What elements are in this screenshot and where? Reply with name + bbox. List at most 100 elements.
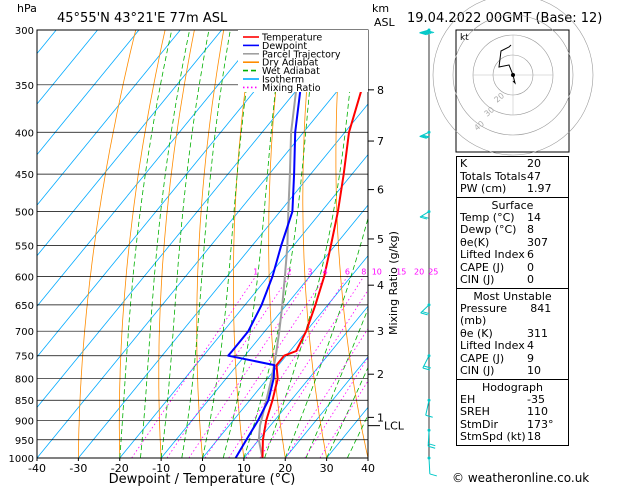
mixing-ratio-label: 1 — [253, 267, 258, 276]
most-unstable-value: 311 — [527, 326, 548, 340]
index-value: 20 — [527, 157, 541, 170]
km-tick-label: 1 — [377, 411, 384, 424]
pressure-tick-label: 300 — [15, 26, 34, 37]
legend-label: Temperature — [261, 33, 322, 44]
isotherm-line — [37, 30, 181, 206]
hodograph-title: Hodograph — [482, 380, 543, 394]
wind-barb-dot — [427, 303, 431, 307]
x-tick-label: -30 — [69, 462, 87, 475]
wind-barb-feather — [422, 367, 430, 371]
background-lines — [37, 30, 368, 458]
km-tick-label: 8 — [377, 84, 384, 97]
location-title: 45°55'N 43°21'E 77m ASL — [57, 11, 228, 26]
most-unstable-label: CAPE (J) — [460, 351, 505, 365]
hodograph-box: Hodograph EH -35 SREH 110 StmDir 173° StmSpd (… — [456, 379, 569, 446]
surface-value: 6 — [527, 248, 534, 261]
surface-value: 0 — [527, 260, 534, 274]
mixing-ratio-line — [204, 276, 326, 458]
sounding-profiles — [227, 30, 368, 458]
hodograph-stat-label: SREH — [460, 405, 490, 418]
most-unstable-value: 10 — [527, 364, 541, 377]
isotherm-line — [37, 30, 222, 257]
mixing-ratio-label: 15 — [396, 267, 406, 276]
wind-barb-dot — [427, 428, 431, 432]
hodograph-stat-value: 18 — [527, 430, 541, 443]
hodograph-trace — [498, 44, 516, 85]
wind-barb-feather — [419, 216, 428, 220]
legend-label: Parcel Trajectory — [262, 49, 341, 60]
km-tick-label: 7 — [377, 135, 384, 148]
legend-label: Dewpoint — [262, 41, 307, 52]
wind-barb-feather — [421, 135, 429, 139]
hodograph-stat-row: SREH 110 — [460, 405, 565, 419]
index-label: Totals Totals — [460, 169, 527, 183]
legend-label: Isotherm — [262, 75, 304, 86]
most-unstable-label: θe (K) — [460, 326, 493, 340]
wind-barb-dot — [427, 210, 431, 214]
pressure-tick-label: 450 — [15, 170, 34, 181]
pressure-tick-label: 500 — [15, 208, 34, 219]
most-unstable-row: Pressure (mb) 841 — [460, 301, 565, 328]
pressure-tick-label: 1000 — [9, 454, 34, 465]
wind-barb-dot — [427, 28, 431, 32]
surface-label: CIN (J) — [460, 273, 495, 286]
mixing-ratio-label: 8 — [361, 267, 366, 276]
pressure-tick-label: 350 — [15, 81, 34, 92]
most-unstable-title: Most Unstable — [473, 289, 552, 303]
wind-barb-feather — [423, 365, 431, 369]
datetime-title: 19.04.2022 00GMT (Base: 12) — [407, 11, 602, 26]
lcl-label: LCL — [384, 420, 405, 433]
surface-row: Temp (°C) 14 — [460, 210, 565, 225]
wet-adiabat-line — [326, 366, 368, 458]
hodograph-ring — [432, 0, 594, 156]
surface-row: CAPE (J) 0 — [460, 260, 565, 275]
surface-box: Surface Temp (°C) 14 Dewp (°C) 8 θe(K) 307 Lif… — [456, 197, 569, 289]
surface-row: Dewp (°C) 8 — [460, 223, 565, 237]
km-tick-label: 5 — [377, 233, 384, 246]
surface-row: CIN (J) 0 — [460, 273, 565, 287]
wind-barb-feather — [421, 311, 430, 315]
credit: © weatheronline.co.uk — [452, 471, 589, 485]
pressure-tick-label: 800 — [15, 375, 34, 386]
most-unstable-box: Most Unstable Pressure (mb) 841 θe (K) 311 L… — [456, 288, 569, 380]
mixing-ratio-axis-title: Mixing Ratio (g/kg) — [387, 231, 400, 335]
hodograph-stat-label: StmDir — [460, 417, 499, 431]
mixing-ratio-label: 4 — [323, 267, 328, 276]
mixing-ratio-line — [188, 276, 311, 458]
parcel-trajectory-line — [257, 30, 306, 458]
isotherm-line — [119, 153, 368, 458]
wind-barb-dot — [427, 354, 431, 358]
wind-barb-feather — [419, 32, 427, 36]
isotherm-line — [37, 52, 368, 458]
surface-value: 307 — [527, 235, 548, 249]
mixing-ratio-label: 25 — [428, 267, 438, 276]
legend-label: Mixing Ratio — [262, 83, 321, 94]
index-row: K 20 — [460, 157, 565, 171]
pressure-tick-label: 550 — [15, 241, 34, 252]
isotherm-line — [284, 356, 368, 458]
most-unstable-row: CIN (J) 10 — [460, 364, 565, 378]
wind-barb-feather — [428, 445, 436, 449]
hodograph-stat-row: EH -35 — [460, 393, 565, 407]
hodograph-unit: kt — [460, 33, 469, 43]
surface-label: Temp (°C) — [460, 210, 515, 224]
indices-panel: K 20 Totals Totals 47 PW (cm) 1.97 Surface Te… — [456, 156, 569, 446]
legend-box — [238, 30, 368, 92]
most-unstable-value: 841 — [530, 301, 552, 315]
wind-barb-feather — [422, 134, 430, 138]
surface-value: 14 — [527, 210, 541, 224]
x-tick-label: -20 — [111, 462, 129, 475]
x-tick-label: 10 — [237, 462, 251, 475]
wind-barb-dot — [427, 130, 431, 134]
km-tick-label: 3 — [377, 325, 384, 338]
index-value: 47 — [527, 169, 541, 183]
mixing-ratio-label: 3 — [307, 267, 312, 276]
most-unstable-value: 4 — [527, 339, 534, 352]
surface-label: Lifted Index — [460, 248, 525, 261]
x-tick-label: 0 — [199, 462, 206, 475]
wind-barb-feather — [420, 31, 429, 35]
legend-label: Dry Adiabat — [262, 58, 319, 69]
